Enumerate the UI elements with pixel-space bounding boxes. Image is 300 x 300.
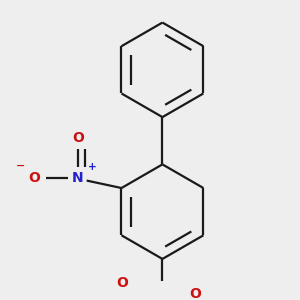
Text: O: O <box>72 131 84 145</box>
Text: −: − <box>15 160 25 171</box>
Text: +: + <box>88 162 97 172</box>
Text: O: O <box>117 276 129 289</box>
Text: O: O <box>28 171 40 185</box>
Text: O: O <box>189 287 201 300</box>
Text: N: N <box>72 171 84 185</box>
